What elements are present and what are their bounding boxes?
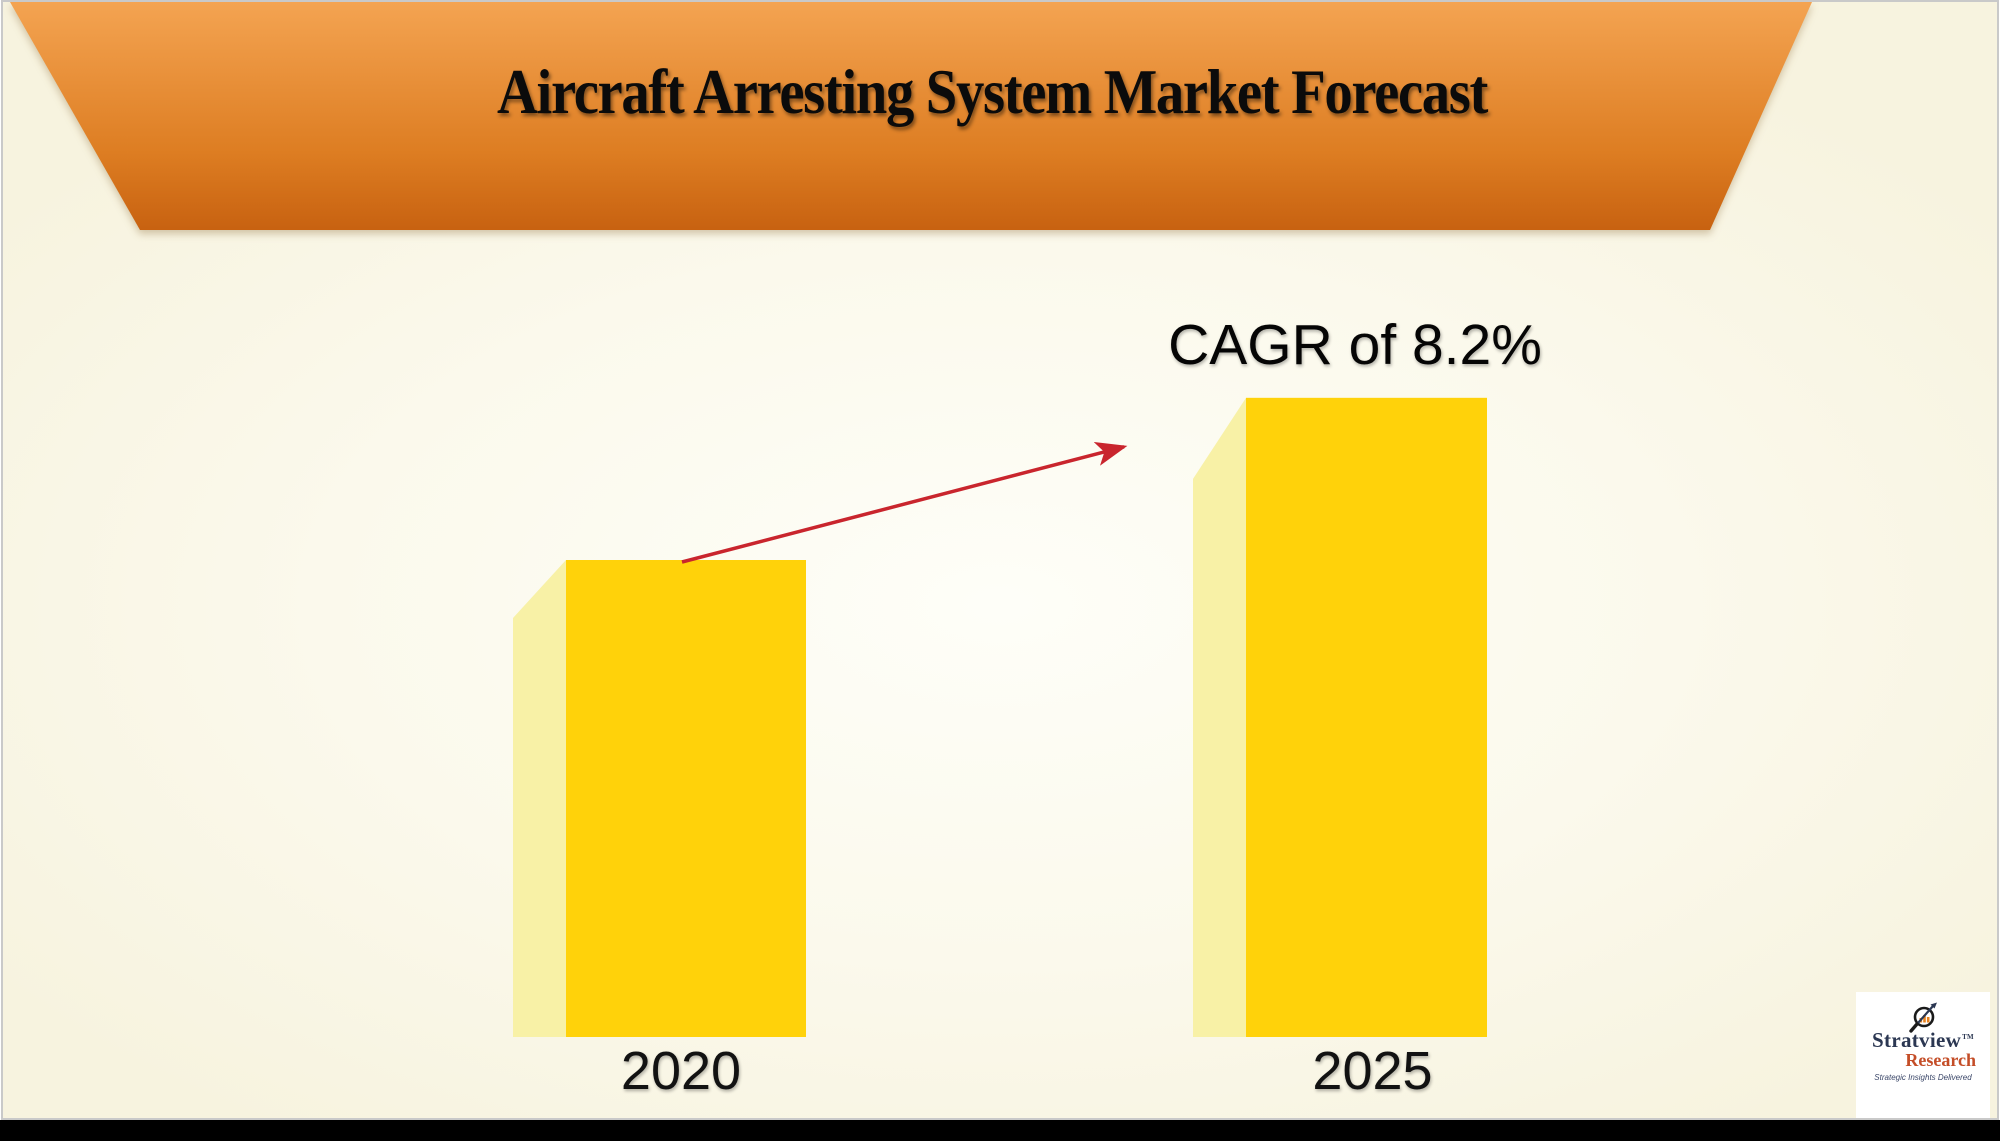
growth-arrow: [681, 442, 1128, 564]
bar-2020-front-face: [566, 560, 806, 1037]
title-banner: Aircraft Arresting System Market Forecas…: [3, 2, 1997, 236]
bar-2025-side-face: [1193, 397, 1246, 1037]
cagr-annotation: CAGR of 8.2%: [1168, 313, 1542, 377]
logo-brand-name-2: Research: [1905, 1050, 1976, 1070]
bar-2020-side-face: [513, 560, 566, 1037]
title-banner-shape: [10, 2, 1812, 230]
x-axis-label-2025: 2025: [1312, 1041, 1433, 1101]
logo-brand-name: StratviewTM: [1856, 1028, 1990, 1053]
bar-2020: [513, 560, 806, 1037]
footer-strip: [0, 1120, 2000, 1141]
logo-brand-text: Stratview: [1872, 1028, 1962, 1052]
magnifier-chart-icon: [1909, 1002, 1937, 1033]
stratview-logo: StratviewTM Research Strategic Insights …: [1856, 992, 1990, 1118]
page-title: Aircraft Arresting System Market Forecas…: [496, 57, 1488, 127]
logo-tagline: Strategic Insights Delivered: [1874, 1073, 1972, 1082]
bar-2025-front-face: [1246, 397, 1487, 1037]
logo-trademark: TM: [1962, 1033, 1974, 1041]
bar-2025: [1193, 397, 1487, 1037]
x-axis-label-2020: 2020: [620, 1041, 742, 1101]
